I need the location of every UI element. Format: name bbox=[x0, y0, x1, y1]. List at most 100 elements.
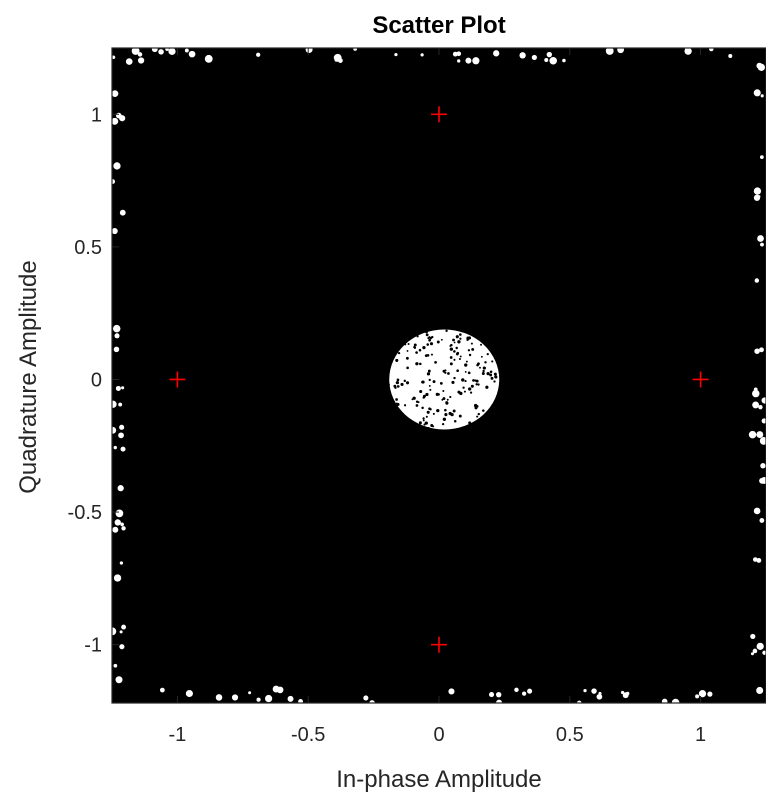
noise-sample-point bbox=[417, 401, 420, 404]
noise-sample-point bbox=[491, 352, 496, 356]
noise-sample-point bbox=[480, 343, 483, 346]
edge-gap bbox=[248, 691, 252, 695]
noise-sample-point bbox=[432, 412, 435, 415]
noise-sample-point bbox=[429, 388, 432, 391]
noise-sample-point bbox=[477, 383, 480, 386]
edge-gap bbox=[185, 689, 193, 698]
edge-gap bbox=[112, 627, 117, 636]
noise-sample-point bbox=[467, 349, 471, 352]
edge-gap bbox=[456, 51, 462, 57]
edge-gap bbox=[753, 89, 761, 97]
edge-gap bbox=[334, 57, 339, 62]
noise-sample-point bbox=[489, 373, 493, 377]
edge-gap bbox=[596, 693, 603, 700]
noise-sample-point bbox=[436, 408, 440, 413]
noise-sample-point bbox=[444, 371, 447, 374]
noise-sample-point bbox=[453, 358, 456, 361]
edge-gap bbox=[496, 699, 503, 703]
edge-gap bbox=[617, 48, 625, 54]
edge-gap bbox=[394, 52, 398, 57]
noise-sample-point bbox=[436, 340, 440, 344]
edge-gap bbox=[204, 54, 213, 63]
noise-sample-point bbox=[427, 369, 431, 373]
noise-sample-point bbox=[421, 380, 424, 384]
noise-sample-point bbox=[395, 380, 400, 385]
edge-gap bbox=[137, 57, 145, 64]
edge-gap bbox=[465, 57, 472, 64]
edge-gap bbox=[113, 445, 117, 450]
x-tick-label: 1 bbox=[695, 724, 706, 746]
reference-point-marker bbox=[692, 371, 709, 388]
noise-sample-point bbox=[424, 330, 428, 334]
noise-sample-point bbox=[453, 419, 457, 423]
noise-sample-point bbox=[388, 383, 390, 386]
edge-gap bbox=[159, 687, 165, 693]
noise-sample-point bbox=[432, 425, 435, 428]
edge-gap bbox=[112, 324, 121, 333]
edge-gap bbox=[119, 644, 125, 650]
noise-sample-point bbox=[407, 342, 410, 346]
noise-sample-point bbox=[484, 361, 487, 364]
edge-gap bbox=[752, 401, 760, 409]
edge-gap bbox=[488, 691, 495, 698]
reference-point-marker bbox=[431, 106, 447, 123]
edge-gap bbox=[215, 694, 223, 701]
noise-sample-point bbox=[445, 401, 449, 404]
noise-sample-point bbox=[480, 355, 483, 358]
y-tick-label: 0.5 bbox=[74, 237, 102, 259]
edge-gap bbox=[514, 687, 519, 693]
noise-sample-point bbox=[482, 366, 486, 370]
edge-gap bbox=[544, 57, 549, 62]
noise-sample-point bbox=[423, 395, 426, 398]
noise-sample-point bbox=[395, 398, 398, 401]
edge-gap bbox=[549, 56, 557, 65]
edge-gap bbox=[231, 694, 239, 701]
edge-gap bbox=[298, 699, 303, 703]
noise-sample-point bbox=[489, 370, 493, 374]
edge-gap bbox=[750, 652, 755, 656]
edge-gap bbox=[762, 650, 766, 655]
edge-gap bbox=[757, 63, 765, 71]
edge-gap bbox=[121, 386, 125, 390]
noise-sample-point bbox=[463, 390, 466, 393]
noise-sample-point bbox=[437, 393, 440, 396]
edge-gap bbox=[759, 347, 764, 353]
noise-sample-point bbox=[477, 362, 480, 366]
noise-sample-point bbox=[477, 412, 480, 416]
noise-sample-point bbox=[482, 409, 485, 412]
noise-sample-point bbox=[481, 371, 485, 375]
noise-sample-point bbox=[453, 376, 456, 380]
noise-sample-point bbox=[474, 406, 478, 410]
noise-sample-point bbox=[427, 426, 430, 430]
edge-gap bbox=[118, 402, 123, 407]
noise-sample-point bbox=[455, 352, 459, 356]
noise-sample-point bbox=[444, 408, 447, 412]
noise-sample-point bbox=[429, 342, 434, 346]
edge-gap bbox=[671, 698, 680, 703]
edge-gap bbox=[112, 400, 117, 408]
noise-sample-point bbox=[449, 362, 453, 366]
noise-sample-point bbox=[393, 384, 397, 388]
noise-sample-point bbox=[453, 341, 456, 344]
edge-gap bbox=[112, 426, 117, 434]
noise-sample-point bbox=[421, 406, 424, 410]
edge-gap bbox=[120, 522, 124, 527]
noise-sample-point bbox=[406, 381, 410, 385]
reference-constellation bbox=[169, 106, 709, 653]
edge-gap bbox=[264, 694, 273, 703]
noise-sample-point bbox=[426, 410, 430, 414]
noise-sample-point bbox=[471, 347, 475, 351]
noise-sample-point bbox=[464, 363, 468, 367]
noise-sample-point bbox=[467, 371, 471, 375]
edge-gap bbox=[546, 51, 553, 58]
edge-gap bbox=[165, 48, 169, 51]
edge-gap bbox=[756, 431, 764, 439]
edge-gap bbox=[761, 418, 766, 424]
noise-sample-point bbox=[458, 327, 461, 331]
edge-gap bbox=[750, 633, 756, 639]
noise-sample-point bbox=[413, 346, 417, 349]
noise-sample-point bbox=[446, 398, 449, 401]
y-tick-label: -0.5 bbox=[68, 502, 102, 524]
edge-gap bbox=[119, 630, 123, 634]
noise-sample-point bbox=[449, 395, 452, 399]
